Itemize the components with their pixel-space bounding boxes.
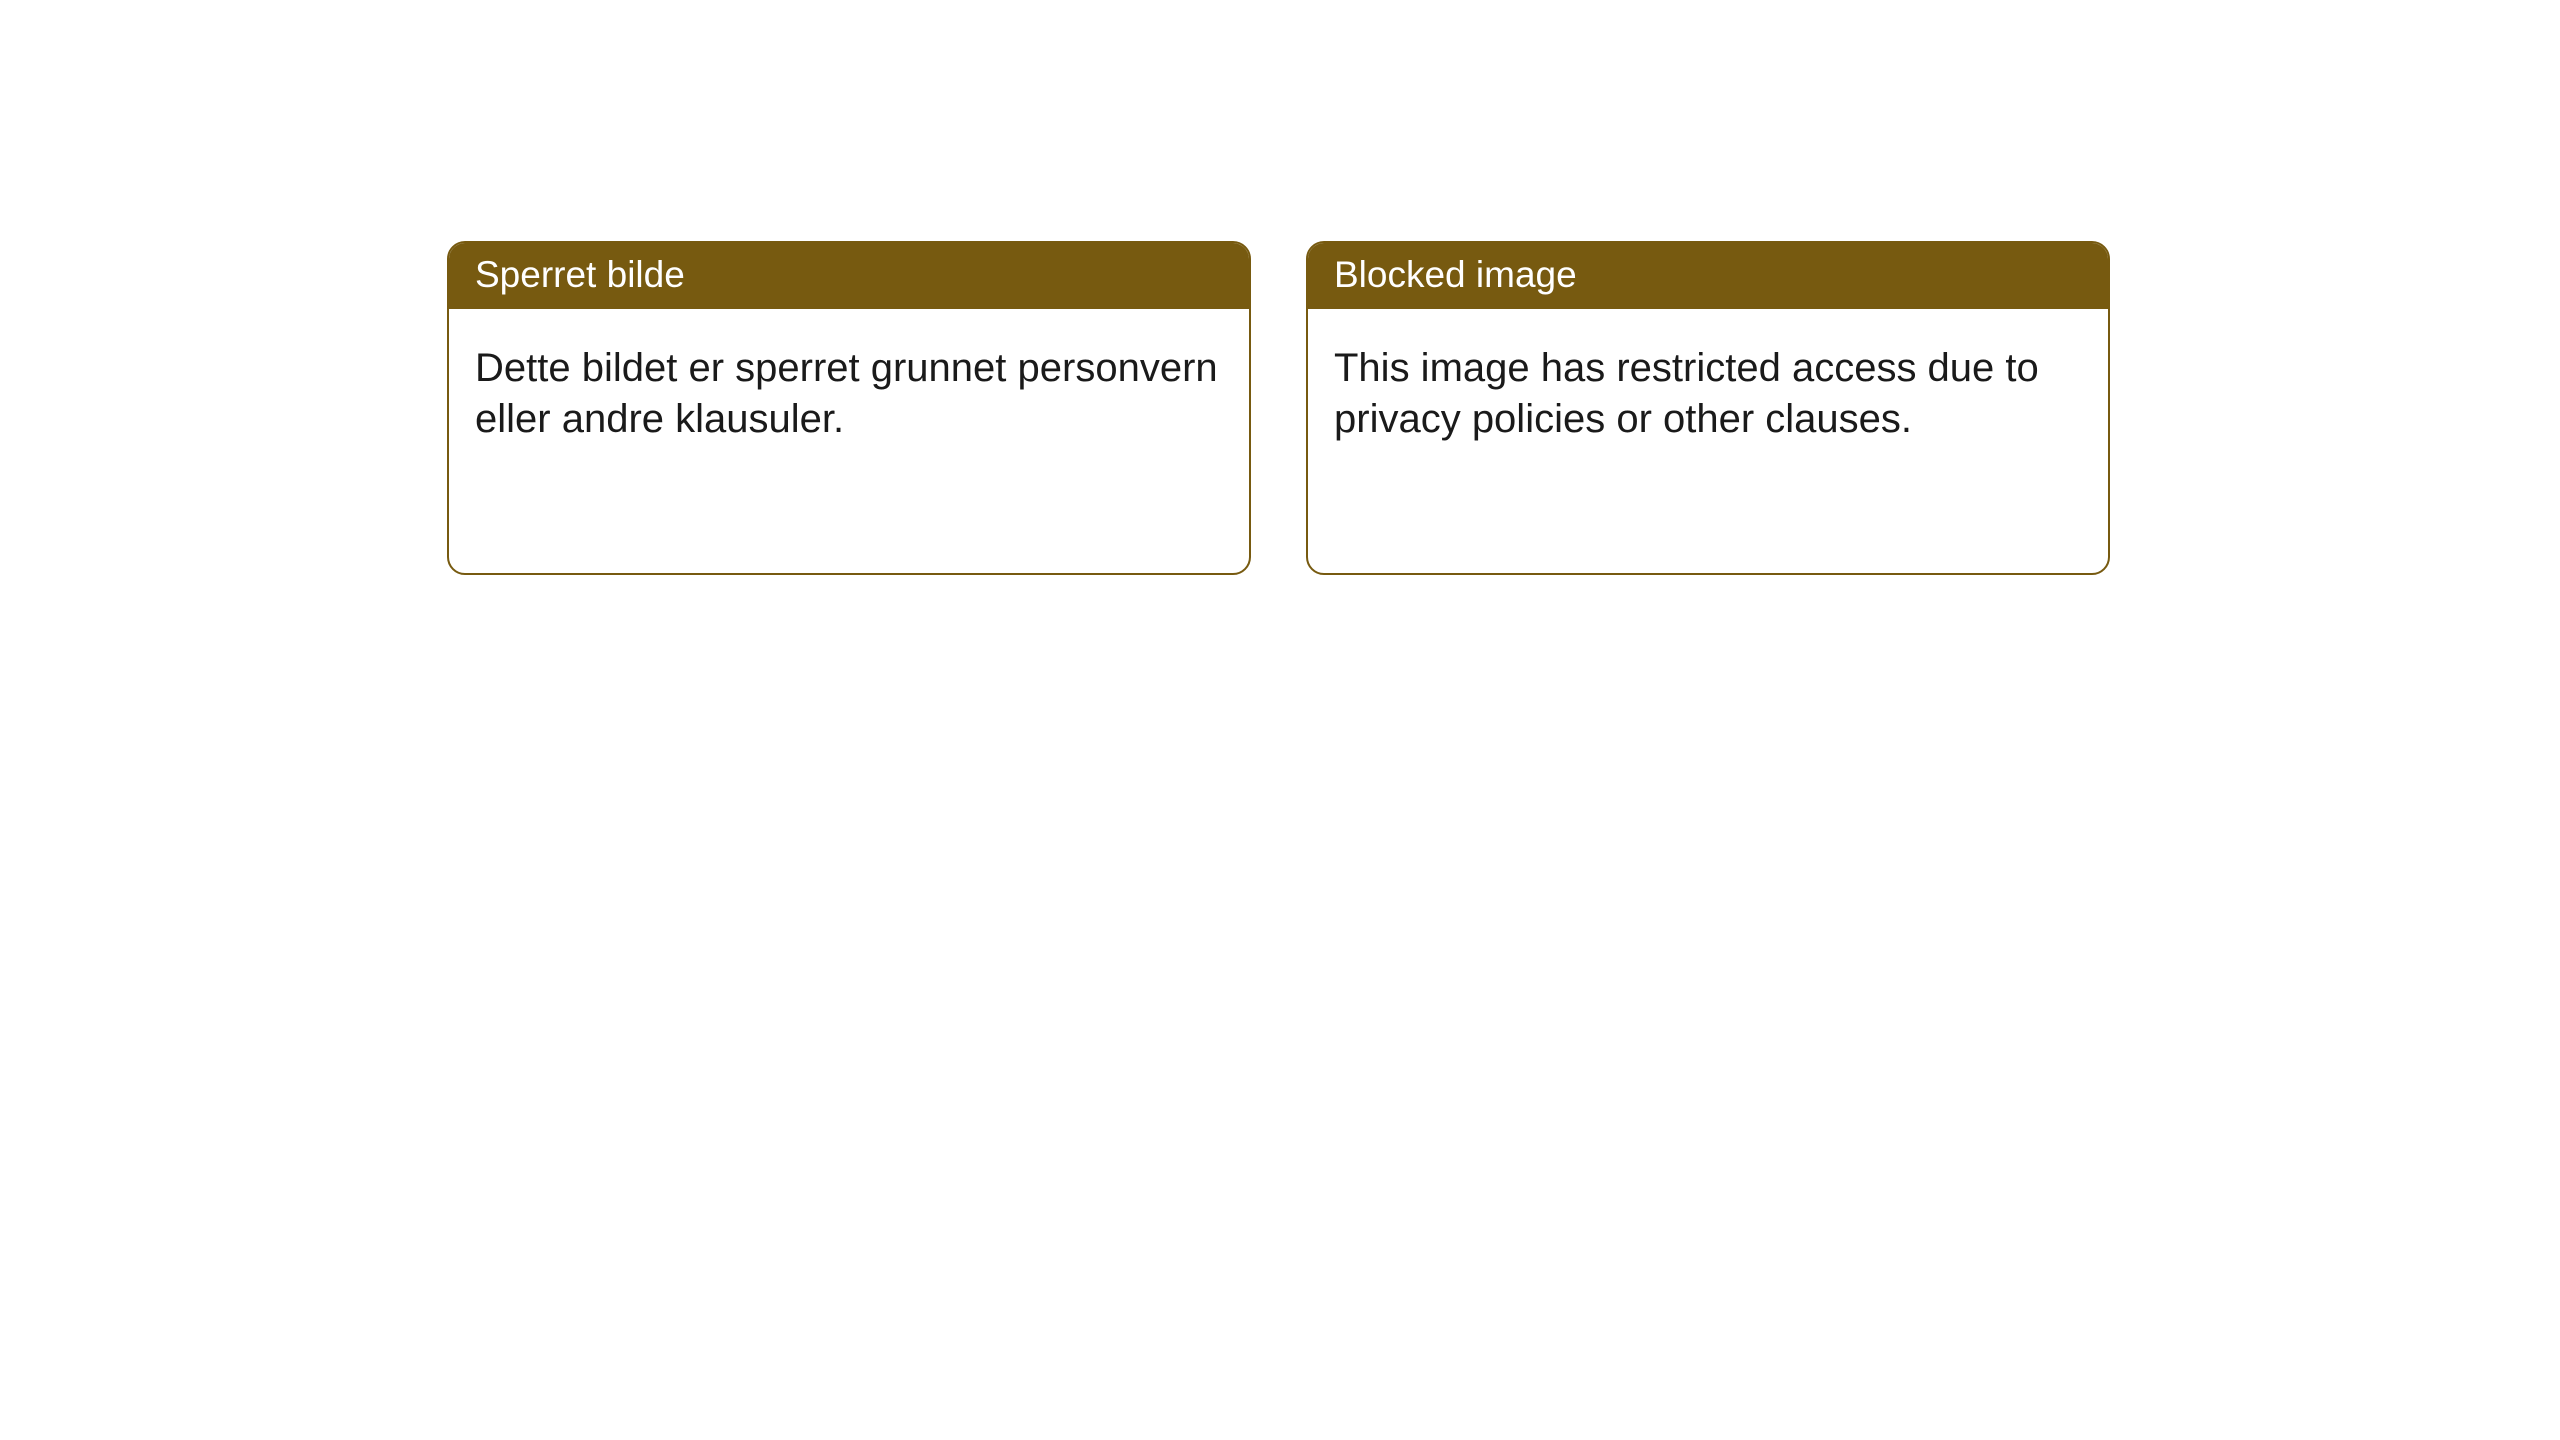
notice-card-no: Sperret bilde Dette bildet er sperret gr… — [447, 241, 1251, 575]
notice-body-en: This image has restricted access due to … — [1308, 309, 2108, 471]
notice-card-en: Blocked image This image has restricted … — [1306, 241, 2110, 575]
notice-header-no: Sperret bilde — [449, 243, 1249, 309]
notice-body-no: Dette bildet er sperret grunnet personve… — [449, 309, 1249, 471]
notice-header-en: Blocked image — [1308, 243, 2108, 309]
notice-container: Sperret bilde Dette bildet er sperret gr… — [0, 0, 2560, 575]
